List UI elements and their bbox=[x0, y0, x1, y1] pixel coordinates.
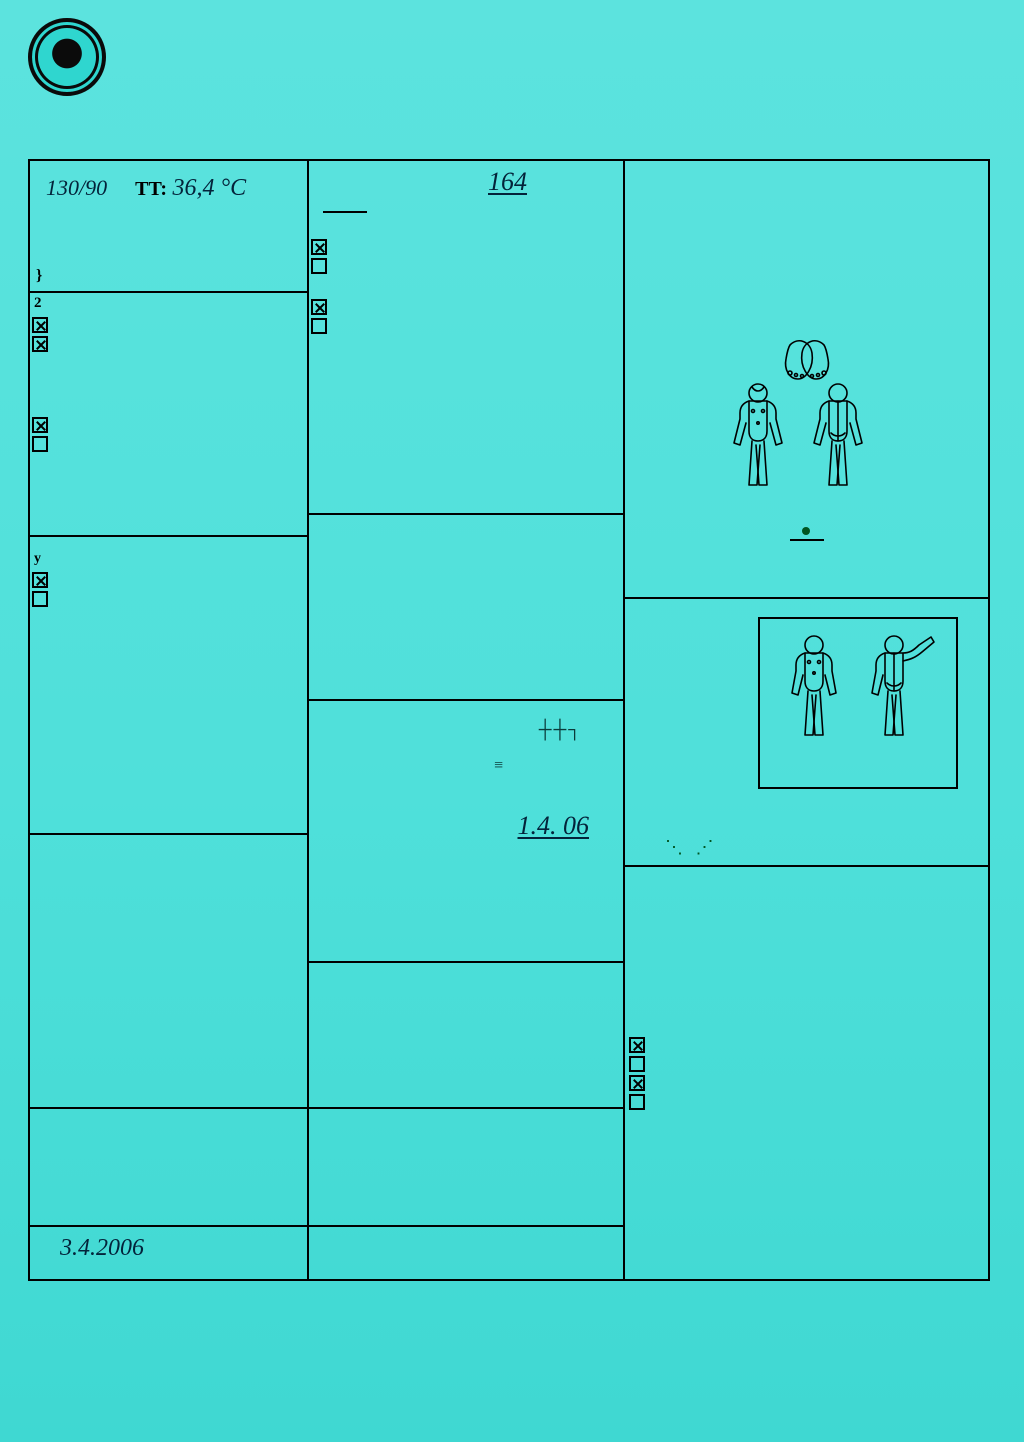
col2-r5 bbox=[309, 1109, 623, 1227]
col1-section-4 bbox=[30, 835, 307, 1109]
medical-form-grid: 130/90 TT: 36,4 °C } 2 bbox=[28, 159, 990, 1281]
scatter-marks: ⋱ ⋰ bbox=[665, 837, 718, 858]
body-diagram-boxed bbox=[758, 617, 958, 789]
scanned-page: 130/90 TT: 36,4 °C } 2 bbox=[0, 0, 1024, 1442]
tt-label: TT: bbox=[135, 178, 167, 200]
checkbox-icon bbox=[311, 258, 327, 274]
tt-value: 36,4 °C bbox=[172, 175, 246, 201]
checkbox-stack bbox=[629, 1037, 645, 1110]
tally-marks: ┼┼┐ bbox=[539, 719, 583, 740]
short-rule bbox=[323, 211, 367, 213]
checkbox-icon bbox=[32, 417, 48, 433]
checkbox-icon bbox=[311, 239, 327, 255]
col1-section-2: 2 bbox=[30, 293, 307, 537]
underline-mark bbox=[790, 539, 824, 541]
col2-r6 bbox=[309, 1227, 623, 1279]
checkbox-icon bbox=[629, 1075, 645, 1091]
checkbox-icon bbox=[311, 318, 327, 334]
bp-value: 130/90 bbox=[46, 175, 107, 201]
footer-date: 3.4.2006 bbox=[60, 1235, 144, 1261]
checkbox-icon bbox=[629, 1056, 645, 1072]
checkbox-icon bbox=[629, 1037, 645, 1053]
column-1: 130/90 TT: 36,4 °C } 2 bbox=[30, 161, 309, 1279]
body-diagram-cell-boxed: ⋱ ⋰ bbox=[625, 599, 988, 867]
mid-date: 1.4. 06 bbox=[518, 811, 590, 841]
height-value: 164 bbox=[488, 167, 527, 197]
vitals-cell: 130/90 TT: 36,4 °C } bbox=[30, 161, 307, 293]
col2-r4 bbox=[309, 963, 623, 1109]
checkbox-icon bbox=[32, 591, 48, 607]
column-2: 164 ┼┼┐ ≡ 1.4. 06 bbox=[309, 161, 625, 1279]
body-diagram-cell-top bbox=[625, 161, 988, 599]
checkbox-icon bbox=[32, 336, 48, 352]
col2-r2 bbox=[309, 515, 623, 701]
col1-section-5 bbox=[30, 1109, 307, 1227]
section-letter: y bbox=[34, 551, 48, 567]
institution-stamp bbox=[28, 18, 106, 96]
col3-bottom bbox=[625, 867, 988, 1279]
checkbox-icon bbox=[32, 317, 48, 333]
equals-marks: ≡ bbox=[494, 757, 503, 775]
checkbox-icon bbox=[32, 436, 48, 452]
checkbox-icon bbox=[629, 1094, 645, 1110]
section-number: 2 bbox=[34, 295, 48, 312]
col2-top: 164 bbox=[309, 161, 623, 515]
body-diagram-front-back bbox=[692, 339, 922, 509]
col2-r3: ┼┼┐ ≡ 1.4. 06 bbox=[309, 701, 623, 963]
col1-section-3: y bbox=[30, 537, 307, 835]
bracket-mark: } bbox=[36, 267, 42, 285]
checkbox-icon bbox=[32, 572, 48, 588]
column-3: ⋱ ⋰ bbox=[625, 161, 988, 1279]
checkbox-icon bbox=[311, 299, 327, 315]
footer-date-cell: 3.4.2006 bbox=[30, 1227, 307, 1279]
